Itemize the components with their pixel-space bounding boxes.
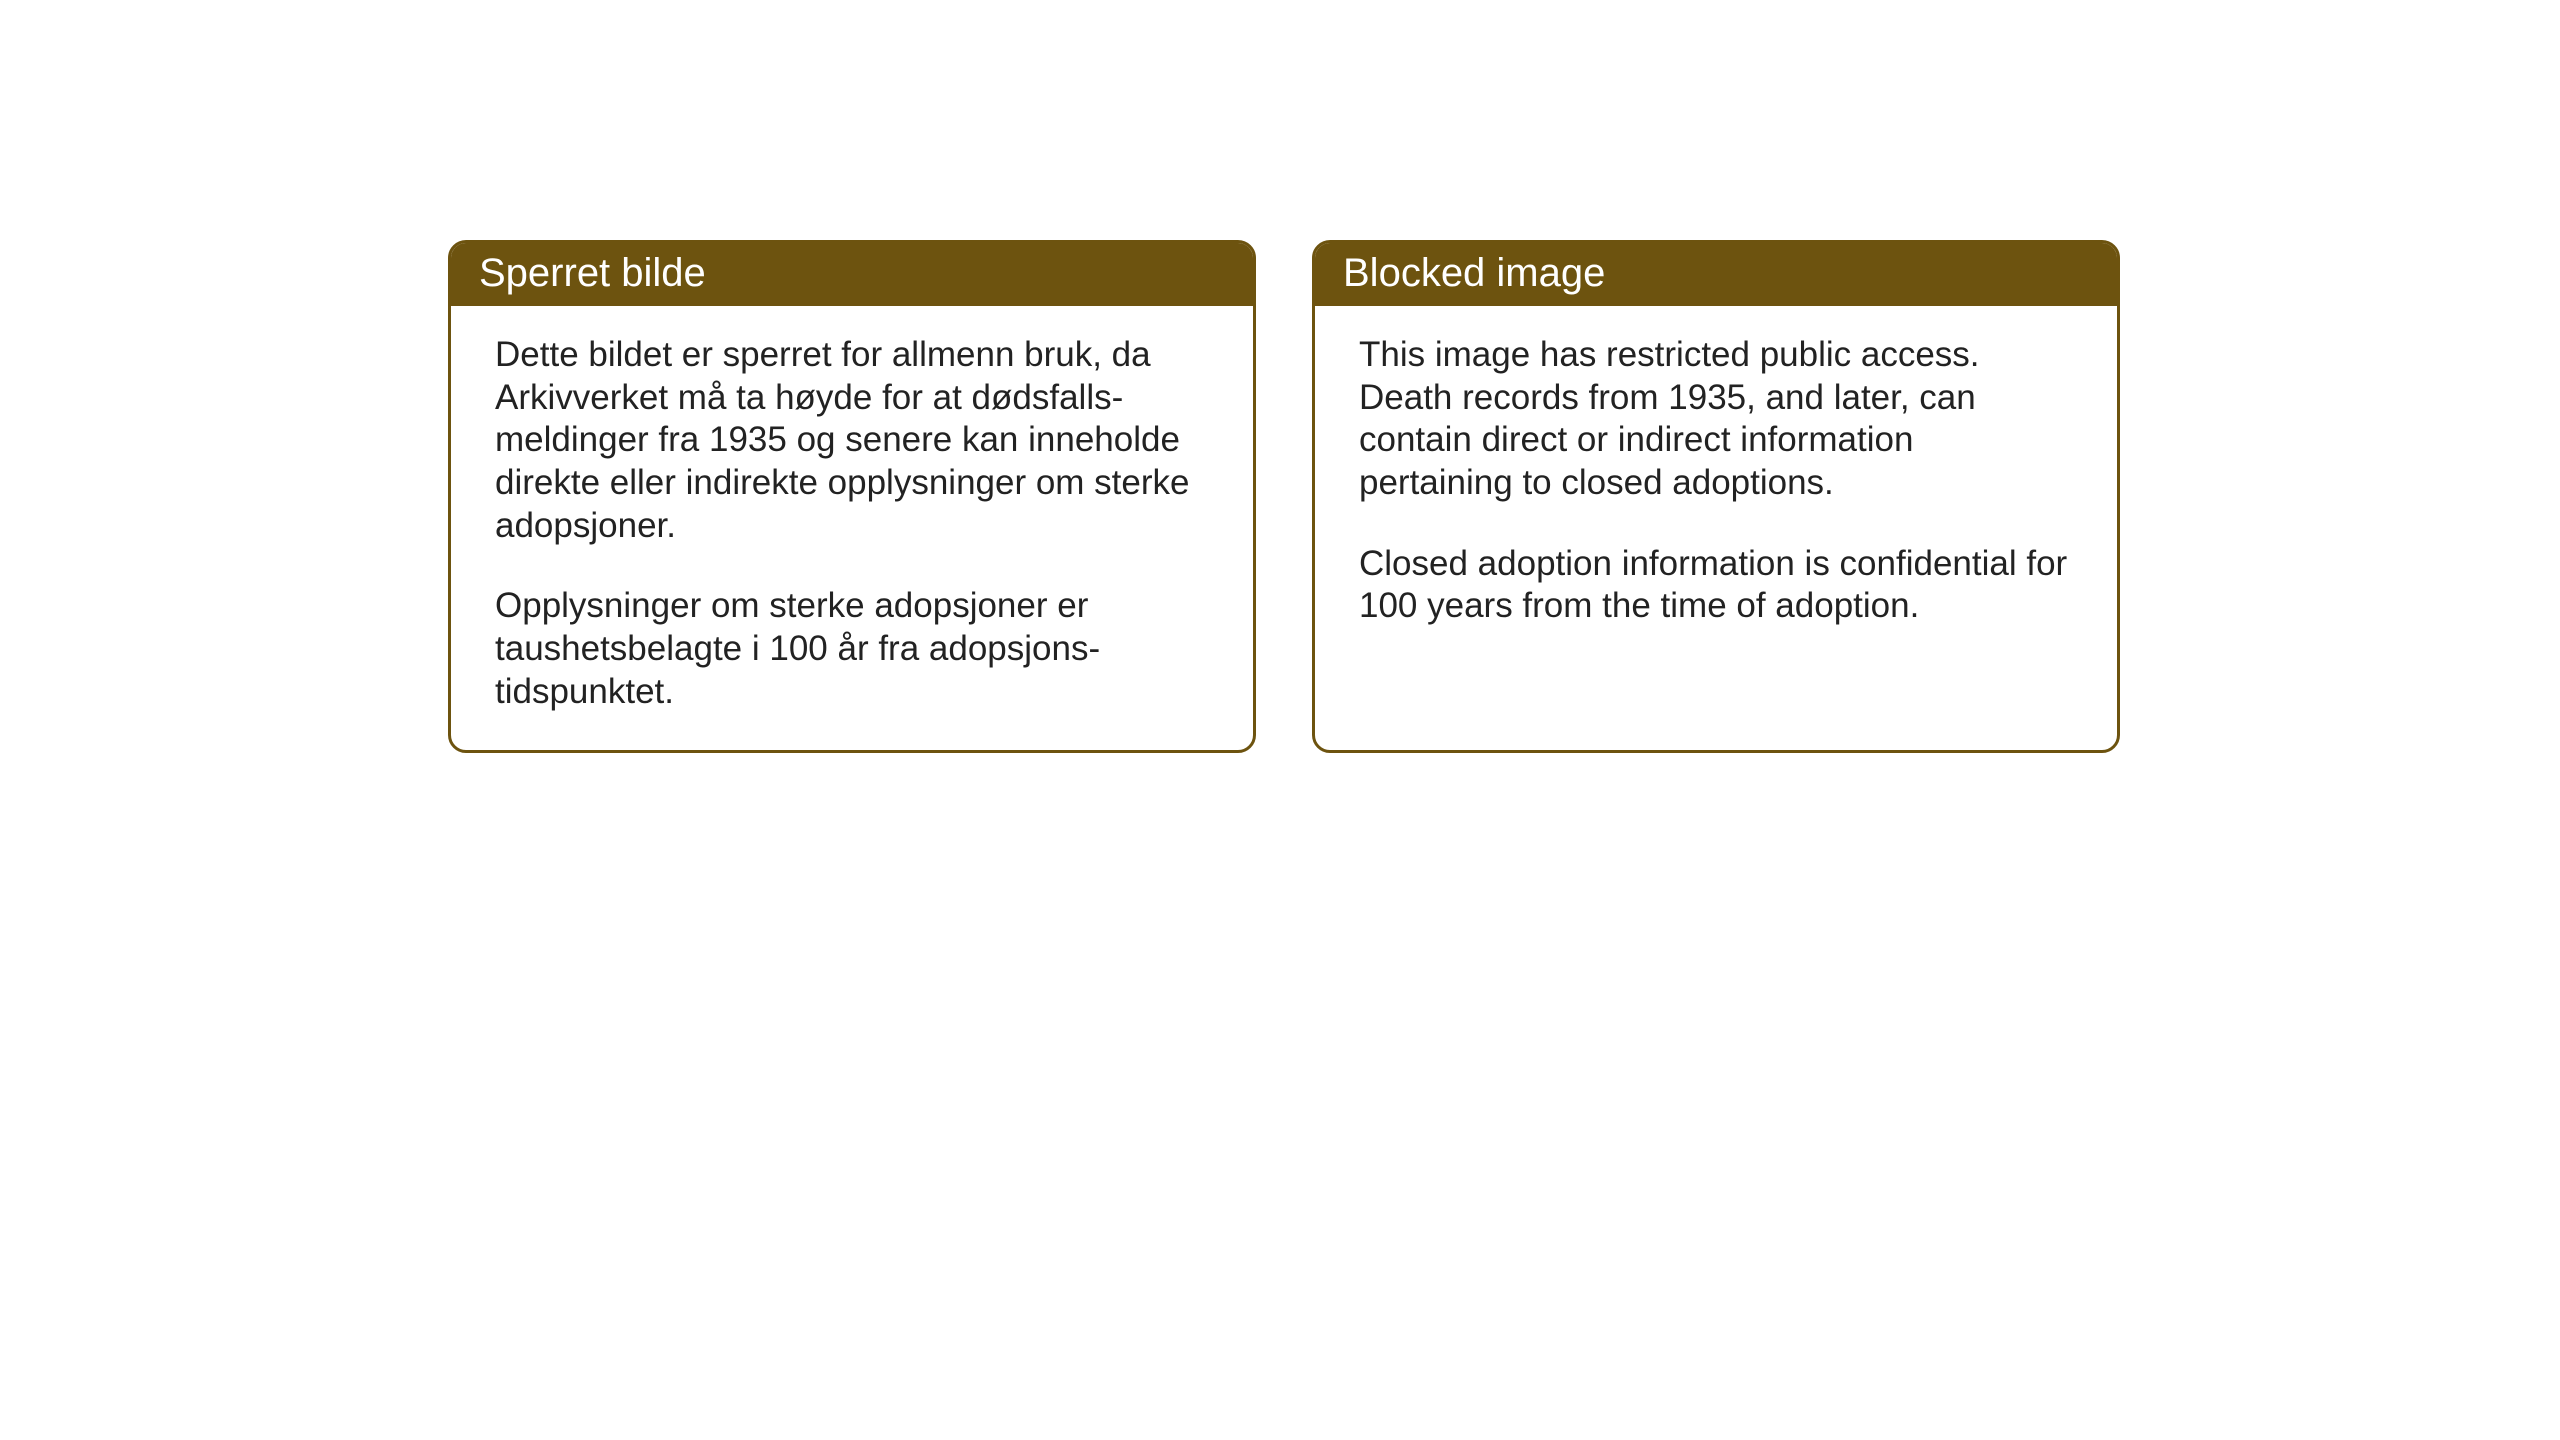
notice-header-english: Blocked image — [1315, 243, 2117, 306]
notice-paragraph: Closed adoption information is confident… — [1359, 543, 2073, 628]
notice-paragraph: Dette bildet er sperret for allmenn bruk… — [495, 334, 1209, 547]
notice-container: Sperret bilde Dette bildet er sperret fo… — [448, 240, 2120, 753]
notice-box-norwegian: Sperret bilde Dette bildet er sperret fo… — [448, 240, 1256, 753]
notice-body-norwegian: Dette bildet er sperret for allmenn bruk… — [451, 306, 1253, 750]
notice-paragraph: Opplysninger om sterke adopsjoner er tau… — [495, 585, 1209, 713]
notice-box-english: Blocked image This image has restricted … — [1312, 240, 2120, 753]
notice-body-english: This image has restricted public access.… — [1315, 306, 2117, 664]
notice-paragraph: This image has restricted public access.… — [1359, 334, 2073, 505]
notice-header-norwegian: Sperret bilde — [451, 243, 1253, 306]
